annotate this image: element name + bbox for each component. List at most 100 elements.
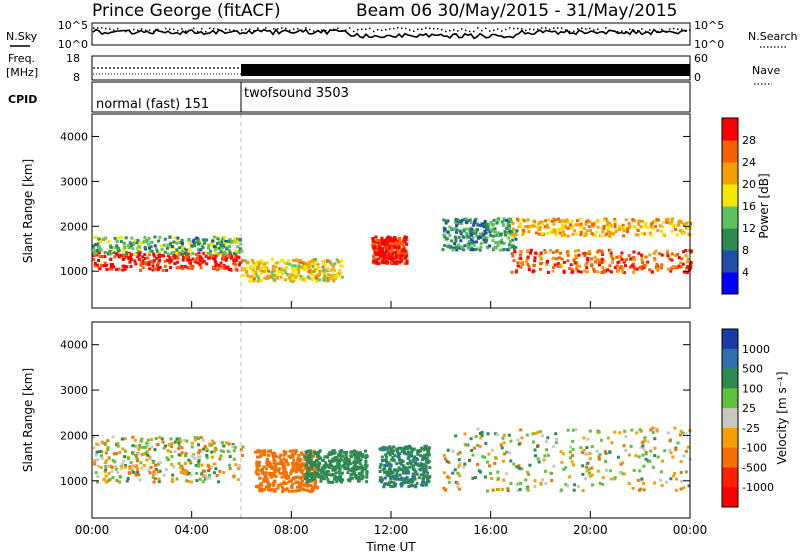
noise-search-point — [593, 29, 595, 31]
velocity-cell — [661, 459, 664, 463]
power-cell — [152, 252, 156, 256]
velocity-cell — [679, 429, 683, 433]
power-cell — [133, 259, 137, 263]
noise-search-point — [229, 29, 231, 31]
velocity-cell — [237, 467, 240, 471]
power-cell — [537, 232, 541, 236]
velocity-cell — [410, 450, 414, 454]
velocity-cell — [588, 474, 592, 478]
velocity-cell — [332, 451, 336, 455]
power-cell — [262, 270, 266, 273]
power-cell — [575, 261, 579, 265]
power-cell — [147, 263, 151, 267]
velocity-cell — [212, 471, 216, 475]
velocity-cell — [305, 488, 309, 492]
power-cell — [571, 232, 575, 236]
power-cell — [214, 262, 218, 266]
power-cell — [561, 224, 565, 228]
noise-search-point — [181, 28, 183, 30]
power-cell — [487, 223, 491, 227]
power-cell — [560, 257, 564, 261]
noise-search-point — [109, 28, 111, 30]
velocity-cell — [531, 432, 535, 436]
noise-search-point — [489, 30, 491, 32]
power-cell — [150, 249, 154, 253]
velocity-cell — [99, 465, 103, 469]
power-cell — [652, 251, 656, 255]
power-cell — [98, 255, 102, 259]
velocity-cell — [177, 462, 181, 466]
power-cell — [181, 255, 185, 259]
velocity-cell — [396, 451, 400, 455]
velocity-cell — [671, 455, 675, 459]
velocity-cell — [282, 453, 286, 457]
velocity-cell — [641, 453, 645, 457]
velocity-cell — [458, 451, 462, 455]
velocity-cell — [212, 441, 216, 445]
velocity-cell — [276, 462, 280, 466]
velocity-cell — [507, 433, 511, 437]
noise-search-point — [261, 30, 263, 33]
velocity-cell — [282, 457, 286, 461]
power-cell — [373, 241, 377, 245]
velocity-cell — [501, 436, 505, 440]
power-cell — [385, 260, 389, 264]
power-cell — [547, 270, 550, 274]
velocity-colorbar-tick: -1000 — [742, 481, 774, 494]
freq-label-line1: Freq. — [8, 52, 35, 65]
velocity-cell — [202, 447, 206, 451]
noise-search-point — [205, 30, 207, 33]
power-cell — [223, 236, 227, 239]
velocity-cell — [234, 463, 238, 467]
velocity-cell — [533, 479, 537, 483]
power-cell — [656, 267, 660, 271]
velocity-cell — [213, 446, 217, 450]
power-cell — [315, 261, 318, 265]
velocity-cell — [525, 470, 529, 474]
velocity-cell — [550, 471, 553, 475]
velocity-cell — [142, 463, 146, 467]
power-cell — [566, 259, 570, 263]
power-cell — [560, 227, 564, 231]
freq-right-tick-top: 60 — [694, 52, 708, 65]
power-cell — [596, 270, 600, 274]
velocity-cell — [197, 462, 201, 465]
power-cell — [552, 222, 556, 226]
velocity-cell — [642, 464, 646, 468]
velocity-cell — [310, 486, 314, 489]
power-cell — [286, 273, 290, 277]
velocity-cell — [314, 485, 318, 489]
power-cell — [492, 246, 496, 250]
power-cell — [241, 273, 245, 277]
power-cell — [637, 220, 641, 224]
power-cell — [291, 271, 295, 275]
velocity-cell — [268, 488, 272, 492]
velocity-cell — [506, 488, 510, 492]
velocity-cell — [262, 465, 266, 469]
power-cell — [279, 275, 283, 279]
power-cell — [388, 250, 392, 254]
power-cell — [640, 232, 644, 235]
power-cell — [633, 267, 637, 271]
velocity-cell — [310, 457, 313, 461]
power-cell — [521, 217, 524, 221]
power-cell — [545, 223, 549, 227]
power-cell — [337, 272, 341, 275]
velocity-cell — [338, 478, 342, 482]
velocity-cell — [293, 476, 297, 479]
power-cell — [244, 266, 248, 270]
noise-search-point — [653, 29, 655, 31]
velocity-cell — [679, 433, 682, 437]
noise-search-point — [485, 27, 487, 30]
power-cell — [515, 229, 519, 233]
x-tick-label: 00:00 — [673, 523, 708, 537]
velocity-cell — [208, 474, 211, 477]
power-cell — [336, 274, 340, 278]
power-cell — [300, 261, 304, 265]
power-cell — [371, 237, 375, 240]
power-cell — [601, 230, 605, 234]
velocity-cell — [638, 488, 641, 492]
noise-search-point — [293, 28, 295, 30]
power-cell — [640, 267, 644, 271]
power-cell — [538, 254, 542, 257]
